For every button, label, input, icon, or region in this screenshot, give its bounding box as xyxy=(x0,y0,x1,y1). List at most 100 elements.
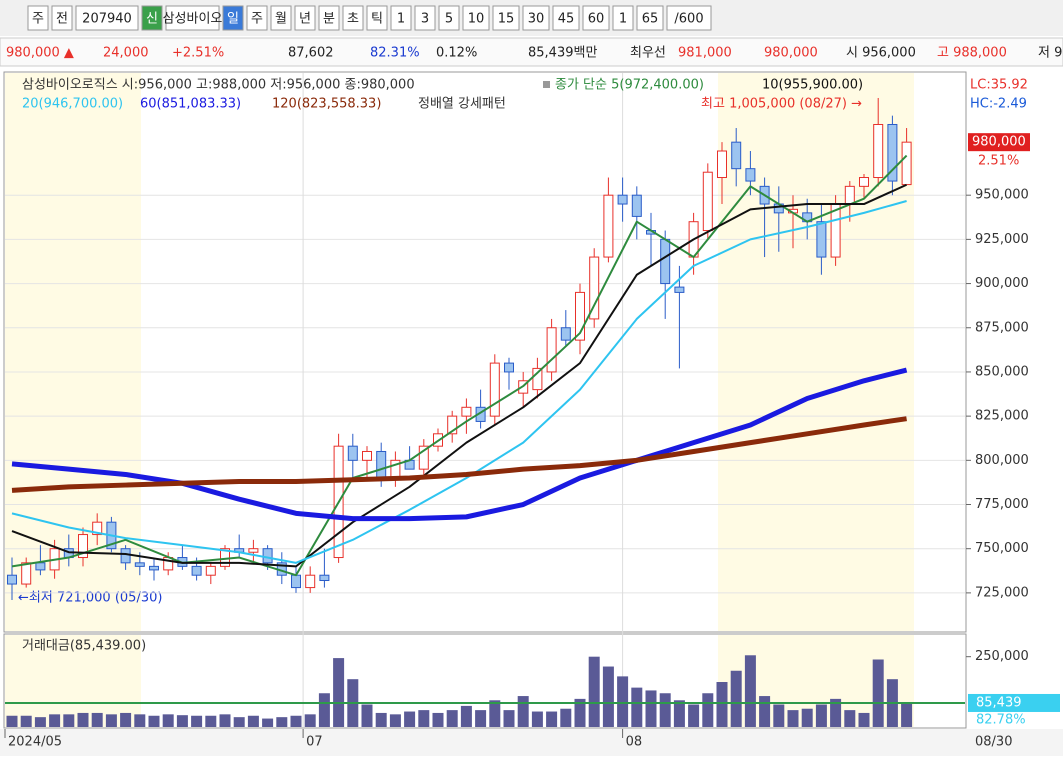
quote-item: 980,000 xyxy=(764,46,818,61)
toolbar-button[interactable] xyxy=(141,5,163,31)
toolbar-label[interactable]: 틱 xyxy=(371,12,383,27)
y-tick-label: 725,000 xyxy=(975,585,1029,600)
low-annotation: ←최저 721,000 (05/30) xyxy=(18,591,162,606)
toolbar-label[interactable]: 전 xyxy=(56,12,68,27)
toolbar-button[interactable] xyxy=(27,5,49,31)
volume-bar xyxy=(290,715,302,727)
toolbar-button[interactable] xyxy=(522,5,550,31)
volume-bar xyxy=(659,693,671,727)
toolbar-label[interactable]: 초 xyxy=(347,12,359,27)
volume-bar xyxy=(872,659,884,727)
toolbar-button[interactable] xyxy=(270,5,292,31)
toolbar-button[interactable] xyxy=(390,5,412,31)
toolbar-label[interactable]: 삼성바이오 xyxy=(163,12,223,27)
volume-bar xyxy=(531,711,543,727)
volume-bar xyxy=(588,656,600,727)
toolbar-label[interactable]: 1 xyxy=(397,12,405,27)
toolbar-label[interactable]: 월 xyxy=(275,12,287,27)
toolbar-button[interactable] xyxy=(666,5,712,31)
volume-bar xyxy=(688,704,700,727)
toolbar-button[interactable] xyxy=(222,5,244,31)
candle-body xyxy=(532,367,543,391)
toolbar-label[interactable]: /600 xyxy=(674,12,703,27)
volume-bar xyxy=(361,704,373,727)
toolbar-label[interactable]: 신 xyxy=(146,12,158,27)
toolbar-button[interactable] xyxy=(462,5,490,31)
volume-bar xyxy=(574,698,586,727)
volume-bar xyxy=(801,708,813,727)
candle-body xyxy=(248,548,259,553)
toolbar-label[interactable]: 5 xyxy=(445,12,453,27)
date-axis-bg xyxy=(0,729,1063,756)
quote-item: 82.31% xyxy=(370,46,420,61)
volume-bar xyxy=(205,715,217,727)
quote-item: 시 956,000 xyxy=(846,46,916,61)
volume-bar xyxy=(134,714,146,727)
candle-body xyxy=(674,286,685,293)
toolbar-button[interactable] xyxy=(246,5,268,31)
volume-bar xyxy=(162,714,174,727)
volume-bar xyxy=(20,715,32,727)
quote-bar-bg xyxy=(0,37,1063,67)
pattern-label: 정배열 강세패턴 xyxy=(418,97,506,112)
y-tick-label: 900,000 xyxy=(975,276,1029,291)
volume-bar xyxy=(318,693,330,727)
volume-bar xyxy=(148,715,160,727)
toolbar-label[interactable]: 60 xyxy=(588,12,605,27)
toolbar-label[interactable]: 주 xyxy=(251,12,263,27)
volume-bar xyxy=(91,712,103,727)
toolbar-label[interactable]: 일 xyxy=(227,12,239,27)
toolbar-label[interactable]: 30 xyxy=(528,12,545,27)
toolbar-button[interactable] xyxy=(165,5,220,31)
candle-body xyxy=(418,445,429,470)
toolbar-button[interactable] xyxy=(318,5,340,31)
toolbar-label[interactable]: 분 xyxy=(323,12,335,27)
volume-bar xyxy=(389,714,401,727)
volume-bar xyxy=(460,705,472,727)
toolbar-button[interactable] xyxy=(636,5,664,31)
toolbar-label[interactable]: 15 xyxy=(498,12,515,27)
candle-body xyxy=(205,565,216,576)
toolbar-label[interactable]: 3 xyxy=(421,12,429,27)
volume-bar xyxy=(716,682,728,727)
toolbar-label[interactable]: 45 xyxy=(558,12,575,27)
toolbar-label[interactable]: 65 xyxy=(642,12,659,27)
quote-item: 87,602 xyxy=(288,46,334,61)
toolbar-label[interactable]: 1 xyxy=(619,12,627,27)
toolbar-button[interactable] xyxy=(582,5,610,31)
y-tick-label: 850,000 xyxy=(975,364,1029,379)
toolbar-label[interactable]: 년 xyxy=(299,12,311,27)
legend-entry: 10(955,900.00) xyxy=(762,78,863,93)
toolbar-button[interactable] xyxy=(414,5,436,31)
volume-bar xyxy=(489,700,501,727)
toolbar-label[interactable]: 주 xyxy=(32,12,44,27)
volume-bar xyxy=(63,714,75,727)
toolbar-button[interactable] xyxy=(342,5,364,31)
candle-body xyxy=(120,548,131,564)
quote-item: 최우선 xyxy=(630,46,666,61)
candle-body xyxy=(447,415,458,435)
candle-body xyxy=(816,221,827,258)
toolbar-button[interactable] xyxy=(552,5,580,31)
candle-body xyxy=(631,194,642,217)
legend-marker xyxy=(543,81,550,88)
toolbar-label[interactable]: 207940 xyxy=(82,12,132,27)
candle-body xyxy=(589,256,600,320)
legend-entry: 60(851,083.33) xyxy=(140,97,241,112)
volume-bar xyxy=(815,704,827,727)
toolbar-button[interactable] xyxy=(492,5,520,31)
toolbar-button[interactable] xyxy=(294,5,316,31)
candle-body xyxy=(745,168,756,182)
toolbar-button[interactable] xyxy=(612,5,634,31)
candle-body xyxy=(291,574,301,589)
toolbar-button[interactable] xyxy=(438,5,460,31)
toolbar-button[interactable] xyxy=(75,5,139,31)
toolbar-label[interactable]: 10 xyxy=(468,12,485,27)
toolbar-button[interactable] xyxy=(366,5,388,31)
candle-body xyxy=(78,534,88,559)
candle-body xyxy=(844,185,855,205)
candle-body xyxy=(305,574,316,589)
toolbar-button[interactable] xyxy=(51,5,73,31)
moving-average xyxy=(11,416,907,493)
